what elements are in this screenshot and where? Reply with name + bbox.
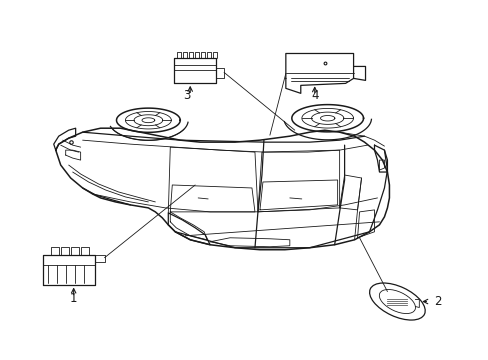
Text: 3: 3 — [183, 89, 190, 102]
Text: 1: 1 — [70, 292, 77, 305]
Text: 4: 4 — [310, 89, 318, 102]
Ellipse shape — [369, 283, 425, 320]
Text: 2: 2 — [433, 295, 441, 308]
